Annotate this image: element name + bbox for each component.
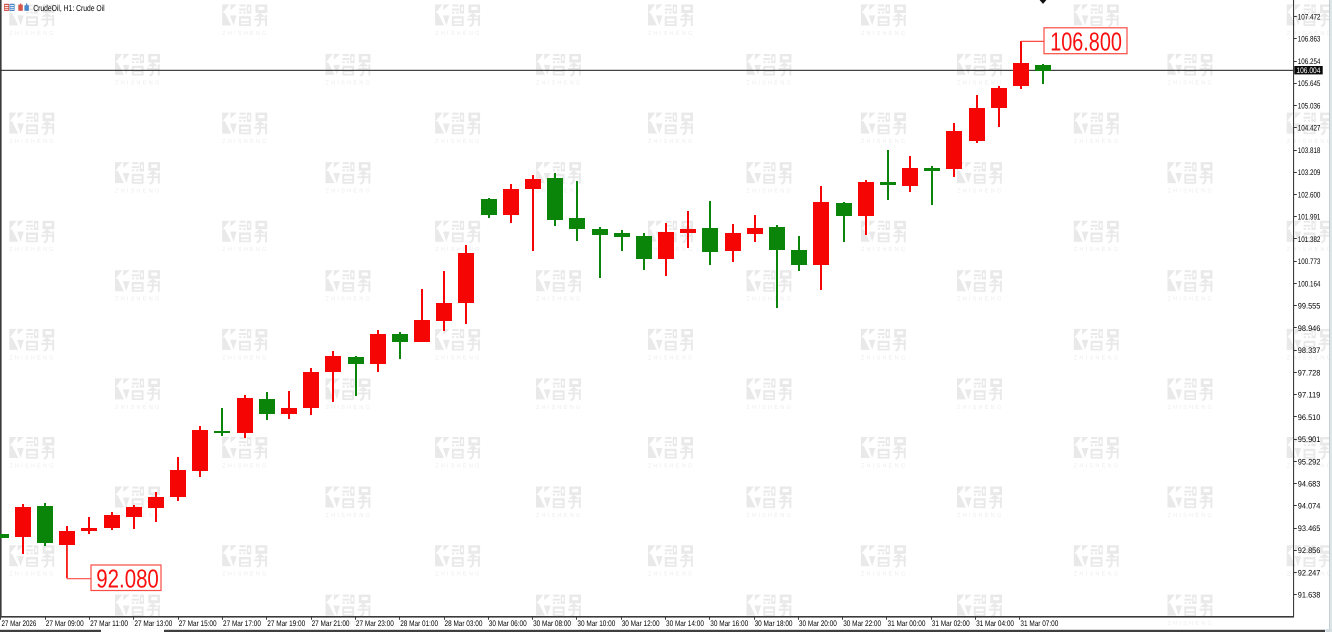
svg-text:30 Mar 16:00: 30 Mar 16:00 <box>710 619 748 628</box>
svg-text:27 Mar 17:00: 27 Mar 17:00 <box>223 619 261 628</box>
svg-text:100.773: 100.773 <box>1298 257 1321 266</box>
svg-text:91.638: 91.638 <box>1298 591 1321 600</box>
svg-text:103.818: 103.818 <box>1298 146 1321 155</box>
svg-text:106.254: 106.254 <box>1298 57 1321 66</box>
svg-text:105.036: 105.036 <box>1298 102 1321 111</box>
svg-text:103.209: 103.209 <box>1298 168 1321 177</box>
svg-text:101.991: 101.991 <box>1298 213 1321 222</box>
svg-text:28 Mar 01:00: 28 Mar 01:00 <box>400 619 438 628</box>
svg-text:27 Mar 11:00: 27 Mar 11:00 <box>90 619 128 628</box>
svg-text:27 Mar 23:00: 27 Mar 23:00 <box>356 619 394 628</box>
svg-text:100.164: 100.164 <box>1298 279 1321 288</box>
svg-text:31 Mar 07:00: 31 Mar 07:00 <box>1020 619 1058 628</box>
svg-text:27 Mar 21:00: 27 Mar 21:00 <box>312 619 350 628</box>
svg-text:106.800: 106.800 <box>1050 27 1122 57</box>
svg-text:106.004: 106.004 <box>1296 66 1320 75</box>
svg-text:30 Mar 20:00: 30 Mar 20:00 <box>799 619 837 628</box>
svg-text:97.119: 97.119 <box>1298 391 1321 400</box>
svg-text:104.427: 104.427 <box>1298 124 1321 133</box>
svg-text:27 Mar 13:00: 27 Mar 13:00 <box>134 619 172 628</box>
svg-text:27 Mar 09:00: 27 Mar 09:00 <box>46 619 84 628</box>
svg-text:94.074: 94.074 <box>1298 502 1321 511</box>
svg-text:30 Mar 18:00: 30 Mar 18:00 <box>755 619 793 628</box>
svg-text:92.080: 92.080 <box>96 564 159 594</box>
svg-text:93.465: 93.465 <box>1298 524 1321 533</box>
svg-text:31 Mar 04:00: 31 Mar 04:00 <box>976 619 1014 628</box>
svg-text:30 Mar 08:00: 30 Mar 08:00 <box>533 619 571 628</box>
svg-text:95.292: 95.292 <box>1298 457 1321 466</box>
svg-text:30 Mar 14:00: 30 Mar 14:00 <box>666 619 704 628</box>
svg-text:27 Mar 15:00: 27 Mar 15:00 <box>179 619 217 628</box>
svg-text:30 Mar 10:00: 30 Mar 10:00 <box>577 619 615 628</box>
svg-text:28 Mar 03:00: 28 Mar 03:00 <box>445 619 483 628</box>
svg-text:107.472: 107.472 <box>1298 13 1321 22</box>
svg-text:97.728: 97.728 <box>1298 368 1321 377</box>
svg-text:98.337: 98.337 <box>1298 346 1321 355</box>
svg-text:98.946: 98.946 <box>1298 324 1321 333</box>
svg-text:95.901: 95.901 <box>1298 435 1321 444</box>
svg-text:99.555: 99.555 <box>1298 302 1321 311</box>
svg-text:94.683: 94.683 <box>1298 480 1321 489</box>
svg-text:96.510: 96.510 <box>1298 413 1321 422</box>
svg-text:31 Mar 00:00: 31 Mar 00:00 <box>888 619 926 628</box>
svg-text:30 Mar 06:00: 30 Mar 06:00 <box>489 619 527 628</box>
svg-text:CrudeOil, H1: Crude Oil: CrudeOil, H1: Crude Oil <box>33 3 105 13</box>
svg-text:30 Mar 12:00: 30 Mar 12:00 <box>622 619 660 628</box>
svg-text:101.382: 101.382 <box>1298 235 1321 244</box>
svg-text:92.856: 92.856 <box>1298 546 1321 555</box>
svg-text:31 Mar 02:00: 31 Mar 02:00 <box>932 619 970 628</box>
svg-text:106.863: 106.863 <box>1298 35 1321 44</box>
svg-text:30 Mar 22:00: 30 Mar 22:00 <box>843 619 881 628</box>
svg-text:27 Mar 19:00: 27 Mar 19:00 <box>267 619 305 628</box>
svg-text:92.247: 92.247 <box>1298 569 1321 578</box>
svg-text:27 Mar 2026: 27 Mar 2026 <box>2 619 37 628</box>
svg-text:102.600: 102.600 <box>1298 190 1321 199</box>
svg-text:105.645: 105.645 <box>1298 79 1321 88</box>
